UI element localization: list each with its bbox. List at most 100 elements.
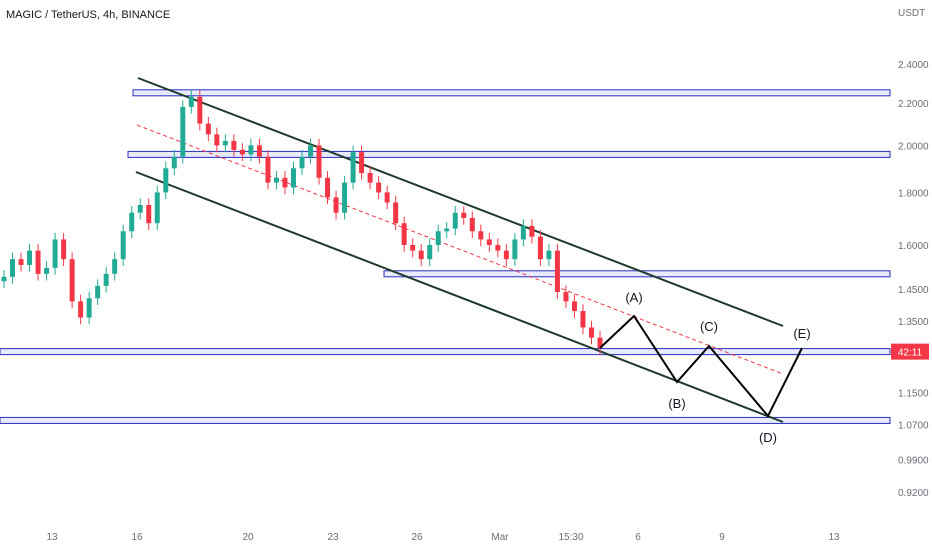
candle bbox=[163, 161, 169, 200]
candle-body bbox=[478, 231, 484, 240]
candle-body bbox=[290, 168, 296, 188]
candle bbox=[222, 134, 228, 153]
candle bbox=[44, 261, 50, 281]
candle bbox=[316, 138, 322, 185]
time-tick-label: 20 bbox=[242, 532, 254, 543]
candle bbox=[495, 238, 501, 258]
wave-label: (A) bbox=[625, 290, 642, 305]
candle-body bbox=[205, 123, 211, 135]
candle bbox=[461, 206, 467, 225]
candle-body bbox=[529, 225, 535, 237]
price-tick-label: 1.4500 bbox=[898, 285, 929, 296]
candle bbox=[597, 331, 603, 355]
candle bbox=[256, 138, 262, 164]
time-tick-label: 26 bbox=[411, 532, 423, 543]
candle-body bbox=[342, 182, 348, 213]
candle-body bbox=[486, 239, 492, 245]
candle bbox=[273, 171, 279, 190]
candle bbox=[86, 291, 92, 325]
candle-body bbox=[325, 177, 331, 198]
horizontal-zone bbox=[0, 348, 891, 356]
candle-body bbox=[299, 156, 305, 169]
candle bbox=[571, 294, 577, 318]
time-tick-label: 15:30 bbox=[558, 532, 583, 543]
candle-body bbox=[146, 204, 152, 224]
candle bbox=[214, 127, 220, 153]
candle-body bbox=[273, 177, 279, 183]
candle-body bbox=[239, 149, 245, 155]
candle bbox=[137, 198, 143, 220]
candle-body bbox=[44, 267, 50, 274]
candle-body bbox=[316, 145, 322, 178]
candle-body bbox=[495, 244, 501, 251]
candle bbox=[265, 150, 271, 190]
candle bbox=[52, 232, 58, 275]
candlestick-series bbox=[1, 90, 603, 355]
price-tick-label: 0.9900 bbox=[898, 455, 929, 466]
channel-midline bbox=[136, 124, 784, 375]
candle bbox=[520, 219, 526, 247]
wave-label: (C) bbox=[700, 319, 718, 334]
candle-body bbox=[171, 156, 177, 169]
candle-body bbox=[512, 239, 518, 260]
time-tick-label: 6 bbox=[635, 532, 641, 543]
candle bbox=[529, 219, 535, 244]
candle bbox=[78, 294, 84, 325]
candle-body bbox=[503, 250, 509, 260]
candle bbox=[503, 243, 509, 266]
candle-body bbox=[154, 192, 160, 224]
candle-body bbox=[197, 96, 203, 124]
candle bbox=[103, 267, 109, 293]
candle-body bbox=[597, 337, 603, 349]
candle bbox=[248, 138, 254, 162]
candle bbox=[359, 145, 365, 180]
wave-label: (D) bbox=[759, 430, 777, 445]
candle bbox=[580, 304, 586, 335]
candle bbox=[205, 116, 211, 142]
candle-body bbox=[359, 152, 365, 174]
candle bbox=[120, 224, 126, 266]
candle-body bbox=[520, 225, 526, 240]
price-tick-label: 2.2000 bbox=[898, 99, 929, 110]
candle-body bbox=[537, 236, 543, 260]
candle bbox=[197, 90, 203, 131]
candle bbox=[27, 243, 33, 272]
candle bbox=[308, 138, 314, 164]
candle bbox=[376, 175, 382, 200]
descending-channel bbox=[135, 77, 784, 423]
candle bbox=[231, 134, 237, 157]
candle-body bbox=[163, 168, 169, 193]
support-resistance-zones bbox=[0, 89, 891, 424]
candle-body bbox=[393, 202, 399, 224]
time-tick-label: Mar bbox=[491, 532, 509, 543]
candle-body bbox=[120, 231, 126, 260]
candle-body bbox=[112, 259, 118, 274]
horizontal-zone bbox=[132, 89, 891, 97]
candle bbox=[393, 195, 399, 230]
candle bbox=[537, 230, 543, 266]
candle-body bbox=[10, 259, 16, 277]
candle-body bbox=[588, 327, 594, 338]
candle bbox=[410, 238, 416, 258]
time-tick-label: 23 bbox=[327, 532, 339, 543]
price-axis: 2.8000 2.4000 2.2000 2.0000 1.8000 1.6000 1.45… bbox=[898, 0, 929, 499]
horizontal-zone bbox=[383, 270, 891, 278]
candle-body bbox=[410, 244, 416, 251]
candle-body bbox=[78, 301, 84, 318]
candle-body bbox=[571, 301, 577, 312]
candle-body bbox=[27, 250, 33, 265]
candle-body bbox=[214, 134, 220, 146]
candle-body bbox=[256, 145, 262, 157]
price-tick-label: 2.0000 bbox=[898, 141, 929, 152]
time-tick-label: 13 bbox=[46, 532, 58, 543]
elliott-wave-projection: (A) (B) (C) (D) (E) bbox=[599, 290, 811, 445]
price-tick-label: 1.8000 bbox=[898, 188, 929, 199]
wave-path bbox=[599, 314, 803, 418]
candle bbox=[10, 252, 16, 284]
candle-body bbox=[52, 239, 58, 268]
candle-body bbox=[86, 298, 92, 318]
candle-body bbox=[563, 292, 569, 302]
candle-body bbox=[546, 250, 552, 260]
candle bbox=[452, 206, 458, 236]
